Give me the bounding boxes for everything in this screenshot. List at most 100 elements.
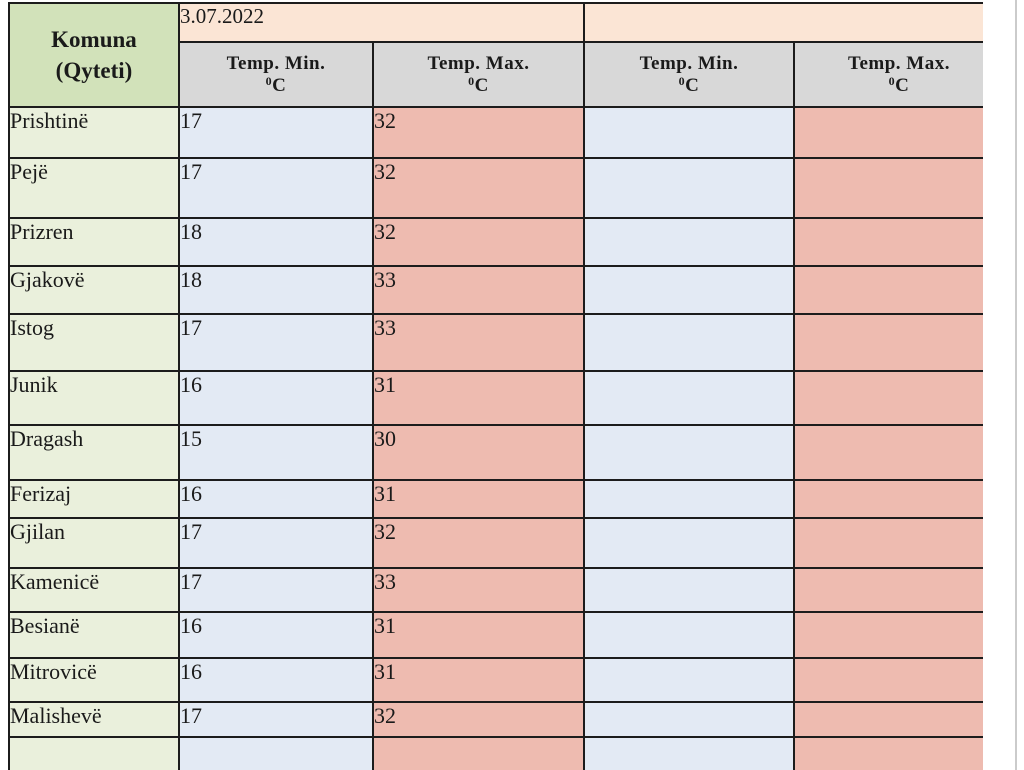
table-row: Prizren 18 32: [8, 217, 983, 267]
table-row: Gjilan 17 32: [8, 517, 983, 569]
temp-max-col1-cell[interactable]: 32: [372, 106, 585, 159]
temp-max-col2-cell[interactable]: [793, 106, 983, 159]
temp-max-col1-cell[interactable]: 31: [372, 657, 585, 703]
temp-min-col1-cell[interactable]: [178, 736, 374, 770]
unit-label: C: [474, 74, 489, 96]
temp-max-col1-cell[interactable]: 30: [372, 424, 585, 481]
temp-min-col2-cell[interactable]: [583, 611, 795, 659]
temp-max-col2-cell[interactable]: [793, 736, 983, 770]
temp-max-col1-cell[interactable]: 31: [372, 479, 585, 519]
temp-max-col2-cell[interactable]: [793, 517, 983, 569]
table-clip-region: Komuna (Qyteti) 3.07.2022 Temp. Min. 0C T…: [8, 2, 983, 770]
header-label: Temp. Min.: [226, 52, 326, 74]
temp-min-col2-cell[interactable]: [583, 517, 795, 569]
table-row: Mitrovicë 16 31: [8, 657, 983, 703]
table-row: Gjakovë 18 33: [8, 265, 983, 315]
city-cell: Prishtinë: [8, 106, 180, 159]
degree-sup: 0: [265, 73, 273, 88]
temp-min-col2-cell[interactable]: [583, 265, 795, 315]
temp-min-col1-cell[interactable]: 15: [178, 424, 374, 481]
temp-min-col1-cell[interactable]: 16: [178, 657, 374, 703]
temp-max-col2-cell[interactable]: [793, 265, 983, 315]
table-row: Pejë 17 32: [8, 157, 983, 219]
temp-max-col2-cell[interactable]: [793, 701, 983, 738]
table-row: Prishtinë 17 32: [8, 106, 983, 159]
temp-max-col2-cell[interactable]: [793, 370, 983, 426]
temp-max-col2-cell[interactable]: [793, 157, 983, 219]
temp-min-col1-cell[interactable]: 17: [178, 517, 374, 569]
temp-max-col1-cell[interactable]: 33: [372, 567, 585, 613]
table-row: Kamenicë 17 33: [8, 567, 983, 613]
temp-max-col1-cell[interactable]: 31: [372, 370, 585, 426]
temp-max-col2-cell[interactable]: [793, 217, 983, 267]
temp-min-col2-cell[interactable]: [583, 370, 795, 426]
degree-sup: 0: [888, 73, 896, 88]
temp-max-col2-cell[interactable]: [793, 657, 983, 703]
temp-min-col1-cell[interactable]: 18: [178, 265, 374, 315]
temp-max-col2-cell[interactable]: [793, 479, 983, 519]
temp-max-col2-cell[interactable]: [793, 424, 983, 481]
city-cell: Pejë: [8, 157, 180, 219]
header-temp-min-col1: Temp. Min. 0C: [178, 41, 374, 108]
header-temp-max-col1: Temp. Max. 0C: [372, 41, 585, 108]
temp-max-col1-cell[interactable]: [372, 736, 585, 770]
temp-min-col1-cell[interactable]: 18: [178, 217, 374, 267]
temp-max-col1-cell[interactable]: 33: [372, 265, 585, 315]
temp-min-col2-cell[interactable]: [583, 736, 795, 770]
header-label: Temp. Min.: [639, 52, 739, 74]
temp-min-col1-cell[interactable]: 17: [178, 701, 374, 738]
temp-max-col1-cell[interactable]: 32: [372, 517, 585, 569]
temp-min-col1-cell[interactable]: 17: [178, 313, 374, 372]
unit-label: C: [685, 74, 700, 96]
degree-sup: 0: [468, 73, 475, 88]
unit-label: C: [272, 74, 287, 96]
page-edge-line: [1015, 0, 1017, 770]
temp-min-col2-cell[interactable]: [583, 313, 795, 372]
temp-min-col2-cell[interactable]: [583, 657, 795, 703]
city-cell: Dragash: [8, 424, 180, 481]
date-cell-left[interactable]: 3.07.2022: [178, 2, 585, 43]
city-cell: Gjakovë: [8, 265, 180, 315]
temp-max-col1-cell[interactable]: 33: [372, 313, 585, 372]
temp-min-col2-cell[interactable]: [583, 567, 795, 613]
header-label: Temp. Max.: [427, 52, 530, 74]
table-row: Junik 16 31: [8, 370, 983, 426]
temp-min-col1-cell[interactable]: 16: [178, 611, 374, 659]
table-row: Ferizaj 16 31: [8, 479, 983, 519]
temp-min-col2-cell[interactable]: [583, 217, 795, 267]
temp-min-col2-cell[interactable]: [583, 157, 795, 219]
header-label: Temp. Max.: [848, 52, 950, 74]
temp-max-col2-cell[interactable]: [793, 313, 983, 372]
temp-min-col2-cell[interactable]: [583, 424, 795, 481]
temp-max-col1-cell[interactable]: 32: [372, 217, 585, 267]
temperature-table: Komuna (Qyteti) 3.07.2022 Temp. Min. 0C T…: [8, 2, 983, 770]
temp-min-col1-cell[interactable]: 17: [178, 106, 374, 159]
temp-min-col2-cell[interactable]: [583, 106, 795, 159]
city-cell: [8, 736, 180, 770]
temp-min-col1-cell[interactable]: 16: [178, 479, 374, 519]
degree-sup: 0: [678, 73, 686, 88]
city-cell: Junik: [8, 370, 180, 426]
city-cell: Kamenicë: [8, 567, 180, 613]
header-temp-max-col2: Temp. Max. 0C: [793, 41, 983, 108]
temp-max-col2-cell[interactable]: [793, 567, 983, 613]
city-cell: Gjilan: [8, 517, 180, 569]
table-row: Malishevë 17 32: [8, 701, 983, 738]
temp-max-col1-cell[interactable]: 32: [372, 157, 585, 219]
temp-min-col1-cell[interactable]: 16: [178, 370, 374, 426]
temp-max-col2-cell[interactable]: [793, 611, 983, 659]
temp-min-col2-cell[interactable]: [583, 701, 795, 738]
temp-min-col2-cell[interactable]: [583, 479, 795, 519]
city-cell: Prizren: [8, 217, 180, 267]
table-row: [8, 736, 983, 770]
date-cell-right[interactable]: [583, 2, 983, 43]
temp-max-col1-cell[interactable]: 32: [372, 701, 585, 738]
table-row: Besianë 16 31: [8, 611, 983, 659]
temp-max-col1-cell[interactable]: 31: [372, 611, 585, 659]
temp-min-col1-cell[interactable]: 17: [178, 567, 374, 613]
temp-min-col1-cell[interactable]: 17: [178, 157, 374, 219]
city-cell: Besianë: [8, 611, 180, 659]
table-row: Dragash 15 30: [8, 424, 983, 481]
city-cell: Malishevë: [8, 701, 180, 738]
